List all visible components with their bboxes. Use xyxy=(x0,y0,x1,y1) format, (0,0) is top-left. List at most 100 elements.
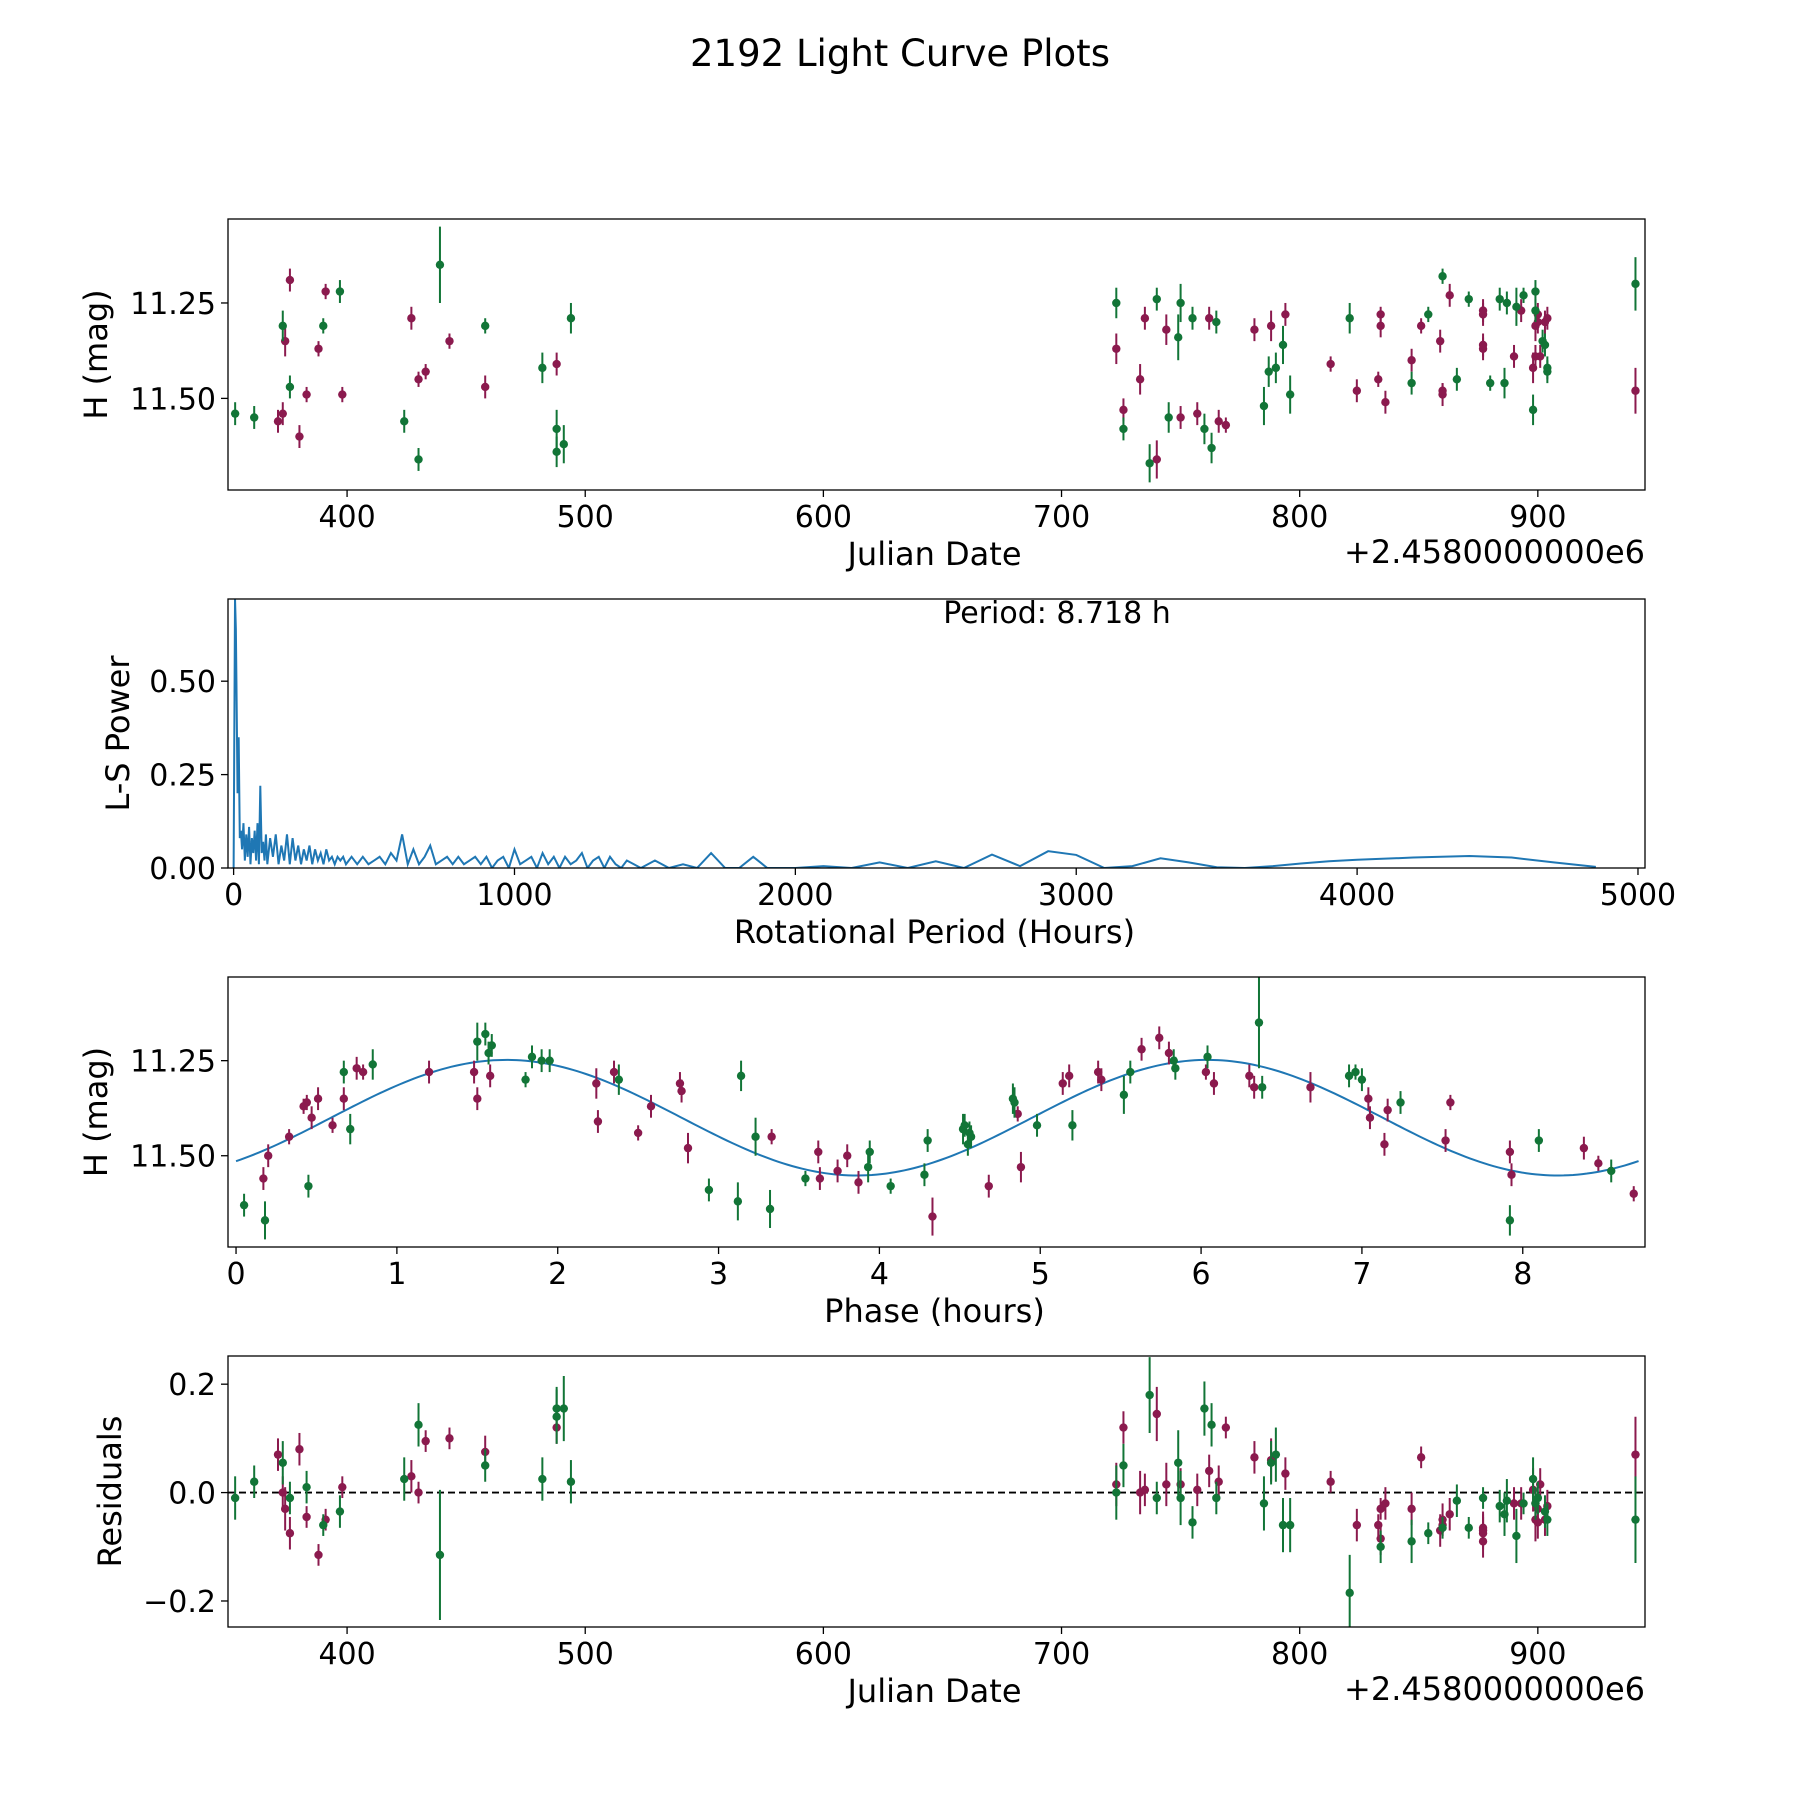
data-point xyxy=(833,1166,842,1176)
data-point xyxy=(338,1482,347,1492)
data-point xyxy=(1374,375,1383,384)
data-point xyxy=(1250,1453,1259,1462)
data-point xyxy=(1204,1466,1214,1476)
data-point xyxy=(1435,336,1445,346)
x-tick-label: 6 xyxy=(1192,1257,1211,1292)
data-point xyxy=(1452,1496,1462,1505)
data-point xyxy=(1345,314,1354,323)
data-point xyxy=(1188,314,1197,323)
data-point xyxy=(1495,294,1504,304)
data-point xyxy=(886,1181,895,1191)
data-point xyxy=(1207,1420,1216,1430)
data-point xyxy=(928,1212,937,1221)
x-tick-label: 900 xyxy=(1509,1637,1566,1672)
lightcurve-offset-label: +2.4580000000e6 xyxy=(1344,533,1645,571)
data-point xyxy=(473,1094,482,1103)
data-point xyxy=(1438,272,1447,281)
x-tick-label: 500 xyxy=(557,500,614,535)
periodogram-frame xyxy=(227,598,1646,869)
y-tick-label: 11.50 xyxy=(130,382,216,417)
y-tick-label: 11.50 xyxy=(130,1140,216,1175)
data-point xyxy=(335,287,345,296)
data-point xyxy=(1446,1098,1455,1107)
data-point xyxy=(1126,1067,1135,1077)
data-point xyxy=(1407,378,1416,388)
data-point xyxy=(1424,310,1433,319)
data-point xyxy=(704,1185,714,1195)
data-point xyxy=(414,455,423,464)
data-point xyxy=(521,1075,530,1084)
data-point xyxy=(1607,1166,1616,1176)
data-point xyxy=(1259,1499,1269,1508)
x-tick-label: 3000 xyxy=(1038,878,1114,913)
data-point xyxy=(328,1121,337,1130)
data-point xyxy=(368,1060,377,1069)
data-point xyxy=(566,314,576,323)
data-point xyxy=(1140,314,1150,323)
data-point xyxy=(1594,1159,1603,1168)
model-fit-curve xyxy=(235,1058,1639,1177)
data-point xyxy=(733,1197,743,1206)
data-point xyxy=(1579,1143,1589,1153)
residuals-series-filter-1 xyxy=(273,1386,1640,1566)
data-point xyxy=(1478,306,1488,315)
figure-title: 2192 Light Curve Plots xyxy=(690,32,1110,75)
data-point xyxy=(1502,298,1512,308)
data-point xyxy=(1495,1501,1504,1511)
data-point xyxy=(1119,1461,1128,1470)
data-point xyxy=(1509,1499,1519,1508)
data-point xyxy=(280,1504,290,1514)
x-tick-label: 4000 xyxy=(1319,878,1395,913)
data-point xyxy=(1058,1079,1067,1088)
data-point xyxy=(1531,287,1540,296)
data-point xyxy=(321,287,330,296)
periodogram-data-layer xyxy=(232,599,1596,868)
data-point xyxy=(358,1067,368,1077)
data-point xyxy=(313,1094,323,1103)
y-tick-label: 11.25 xyxy=(130,1045,216,1080)
x-tick-label: 5000 xyxy=(1600,878,1676,913)
periodogram-ylabel: L-S Power xyxy=(99,655,137,812)
data-point xyxy=(1145,459,1154,468)
data-point xyxy=(414,375,423,384)
data-point xyxy=(1176,1493,1185,1503)
data-point xyxy=(1438,1523,1447,1533)
data-point xyxy=(1365,1113,1375,1122)
data-point xyxy=(1512,302,1521,311)
periodogram-line xyxy=(232,599,1596,868)
data-point xyxy=(339,1094,349,1103)
residuals-panel: Julian Date Residuals +2.4580000000e6 40… xyxy=(91,1355,1646,1710)
data-point xyxy=(260,1216,270,1225)
data-point xyxy=(230,409,240,418)
y-tick-label: 0.2 xyxy=(168,1368,216,1403)
x-tick-label: 1 xyxy=(387,1257,406,1292)
data-point xyxy=(1203,1052,1212,1062)
data-point xyxy=(1528,405,1538,415)
data-point xyxy=(1221,420,1231,430)
data-point xyxy=(1112,298,1121,308)
data-point xyxy=(1357,1075,1367,1084)
phased-ylabel: H (mag) xyxy=(77,1047,115,1177)
data-point xyxy=(285,382,295,392)
data-point xyxy=(278,321,287,331)
data-point xyxy=(1164,1048,1174,1058)
x-tick-label: 400 xyxy=(318,1637,375,1672)
data-point xyxy=(1326,1477,1335,1486)
data-point xyxy=(1376,321,1385,331)
data-point xyxy=(1152,455,1161,464)
data-point xyxy=(1344,1071,1354,1081)
data-point xyxy=(1445,1510,1454,1519)
lightcurve-frame xyxy=(227,218,1646,491)
data-point xyxy=(1486,378,1495,388)
data-point xyxy=(1221,1423,1231,1432)
data-point xyxy=(1164,413,1173,422)
data-point xyxy=(1032,1121,1042,1130)
data-point xyxy=(1381,1499,1390,1508)
data-point xyxy=(230,1493,240,1503)
data-point xyxy=(1631,279,1640,289)
data-point xyxy=(1112,344,1121,353)
data-point xyxy=(683,1143,693,1153)
data-point xyxy=(1464,1523,1473,1533)
data-point xyxy=(1531,306,1540,315)
